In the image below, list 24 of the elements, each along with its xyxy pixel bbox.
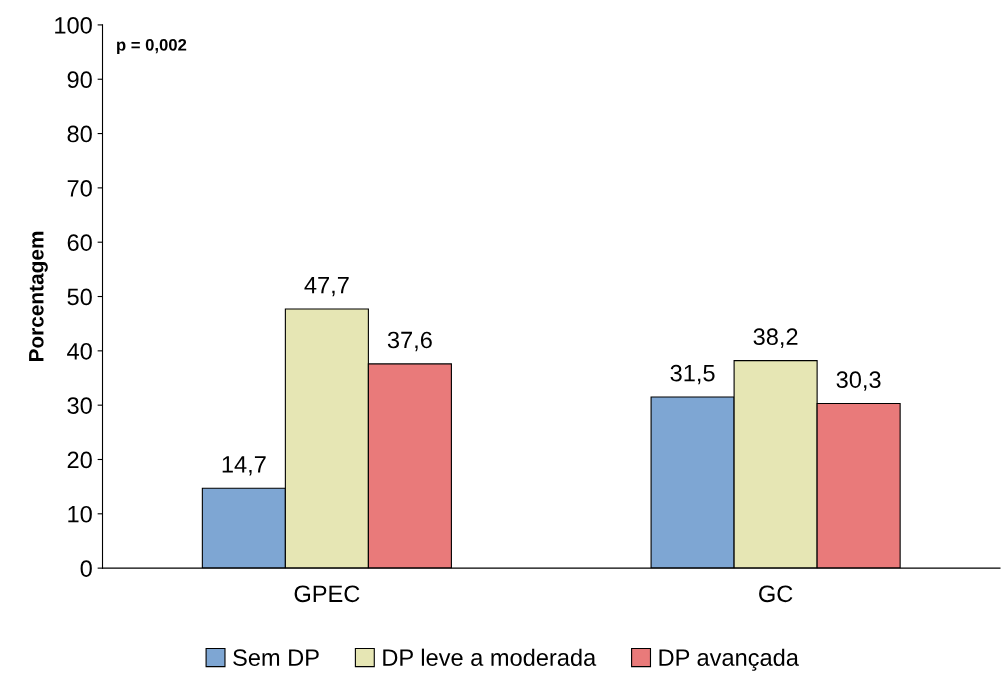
y-tick-label: 100 bbox=[55, 16, 92, 34]
data-label: 14,7 bbox=[222, 456, 266, 476]
y-tick-label: 40 bbox=[67, 342, 92, 360]
y-tick-label: 0 bbox=[80, 560, 92, 577]
data-label: 30,3 bbox=[836, 371, 881, 391]
y-tick-label: 70 bbox=[67, 179, 92, 197]
annotation: p = 0,002 bbox=[117, 38, 187, 55]
y-tick-label: 90 bbox=[67, 71, 92, 89]
x-tick-label: GPEC bbox=[294, 585, 360, 603]
x-tick-label: GC bbox=[759, 585, 793, 603]
y-tick-label: 30 bbox=[67, 397, 92, 414]
legend-label: Sem DP bbox=[233, 649, 319, 666]
legend-label: DP avançada bbox=[659, 648, 799, 671]
data-label: 47,7 bbox=[304, 277, 349, 297]
y-tick-label: 80 bbox=[67, 125, 92, 143]
data-label: 37,6 bbox=[387, 331, 432, 352]
data-label: 31,5 bbox=[670, 364, 715, 385]
y-tick-label: 60 bbox=[67, 234, 92, 251]
y-axis-title: Porcentagem bbox=[29, 231, 48, 362]
data-label: 38,2 bbox=[753, 328, 798, 348]
legend-label: DP leve a moderada bbox=[383, 648, 597, 666]
y-tick-label: 50 bbox=[67, 288, 92, 306]
y-tick-label: 10 bbox=[68, 505, 92, 523]
y-tick-label: 20 bbox=[67, 451, 92, 469]
